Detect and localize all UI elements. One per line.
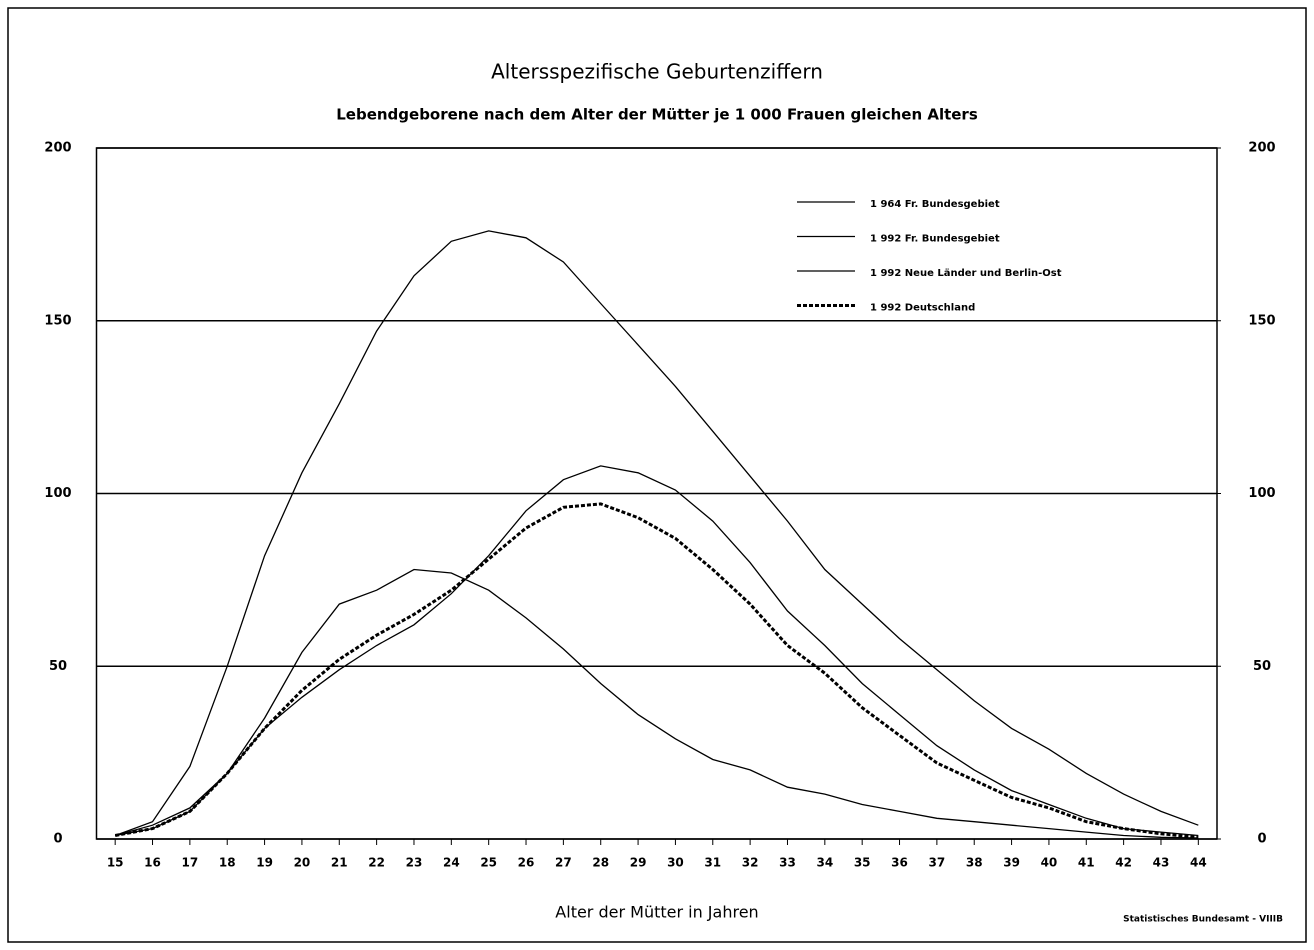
x-tick-label: 22 xyxy=(368,856,385,870)
x-tick-label: 41 xyxy=(1078,856,1095,870)
x-tick-label: 15 xyxy=(107,856,124,870)
x-tick-label: 23 xyxy=(406,856,423,870)
x-tick-label: 21 xyxy=(331,856,348,870)
x-tick-label: 20 xyxy=(294,856,311,870)
y2-tick-label: 200 xyxy=(1248,141,1275,156)
y-tick-label: 150 xyxy=(44,313,71,328)
x-tick-label: 25 xyxy=(480,856,497,870)
x-tick-label: 34 xyxy=(816,856,833,870)
x-tick-label: 33 xyxy=(779,856,796,870)
chart-title: Altersspezifische Geburtenziffern xyxy=(491,60,823,84)
x-tick-label: 29 xyxy=(630,856,647,870)
x-tick-label: 36 xyxy=(891,856,908,870)
x-tick-label: 35 xyxy=(854,856,871,870)
x-tick-label: 31 xyxy=(704,856,721,870)
x-tick-label: 43 xyxy=(1153,856,1170,870)
legend-label: 1 992 Fr. Bundesgebiet xyxy=(870,234,1000,245)
y2-tick-label: 150 xyxy=(1248,313,1275,328)
y-tick-label: 50 xyxy=(49,659,67,674)
y-tick-label: 0 xyxy=(53,832,62,847)
x-tick-label: 44 xyxy=(1190,856,1207,870)
x-tick-label: 37 xyxy=(929,856,946,870)
x-tick-label: 27 xyxy=(555,856,572,870)
chart-subtitle: Lebendgeborene nach dem Alter der Mütter… xyxy=(336,106,978,124)
y2-tick-label: 100 xyxy=(1248,486,1275,501)
y2-tick-label: 0 xyxy=(1257,832,1266,847)
line-series xyxy=(115,568,1199,839)
y-tick-label: 100 xyxy=(44,486,71,501)
x-tick-label: 32 xyxy=(742,856,759,870)
x-tick-label: 30 xyxy=(667,856,684,870)
x-tick-label: 28 xyxy=(592,856,609,870)
y2-tick-label: 50 xyxy=(1253,659,1271,674)
x-tick-label: 18 xyxy=(219,856,236,870)
x-tick-label: 40 xyxy=(1041,856,1058,870)
x-tick-label: 24 xyxy=(443,856,460,870)
x-tick-label: 17 xyxy=(182,856,199,870)
x-tick-label: 38 xyxy=(966,856,983,870)
x-tick-label: 16 xyxy=(144,856,161,870)
legend-label: 1 964 Fr. Bundesgebiet xyxy=(870,199,1000,210)
y-tick-label: 200 xyxy=(44,141,71,156)
line-series xyxy=(115,465,1199,837)
x-tick-label: 39 xyxy=(1003,856,1020,870)
x-tick-label: 26 xyxy=(518,856,535,870)
line-series xyxy=(114,502,1199,839)
source: Statistisches Bundesamt - VIIIB xyxy=(1123,915,1283,925)
x-tick-label: 19 xyxy=(256,856,273,870)
line-series xyxy=(114,230,1199,837)
legend-label: 1 992 Neue Länder und Berlin-Ost xyxy=(870,268,1062,279)
legend-label: 1 992 Deutschland xyxy=(870,303,975,314)
x-tick-label: 42 xyxy=(1115,856,1132,870)
x-axis-label: Alter der Mütter in Jahren xyxy=(555,903,758,922)
frame xyxy=(7,7,1307,943)
